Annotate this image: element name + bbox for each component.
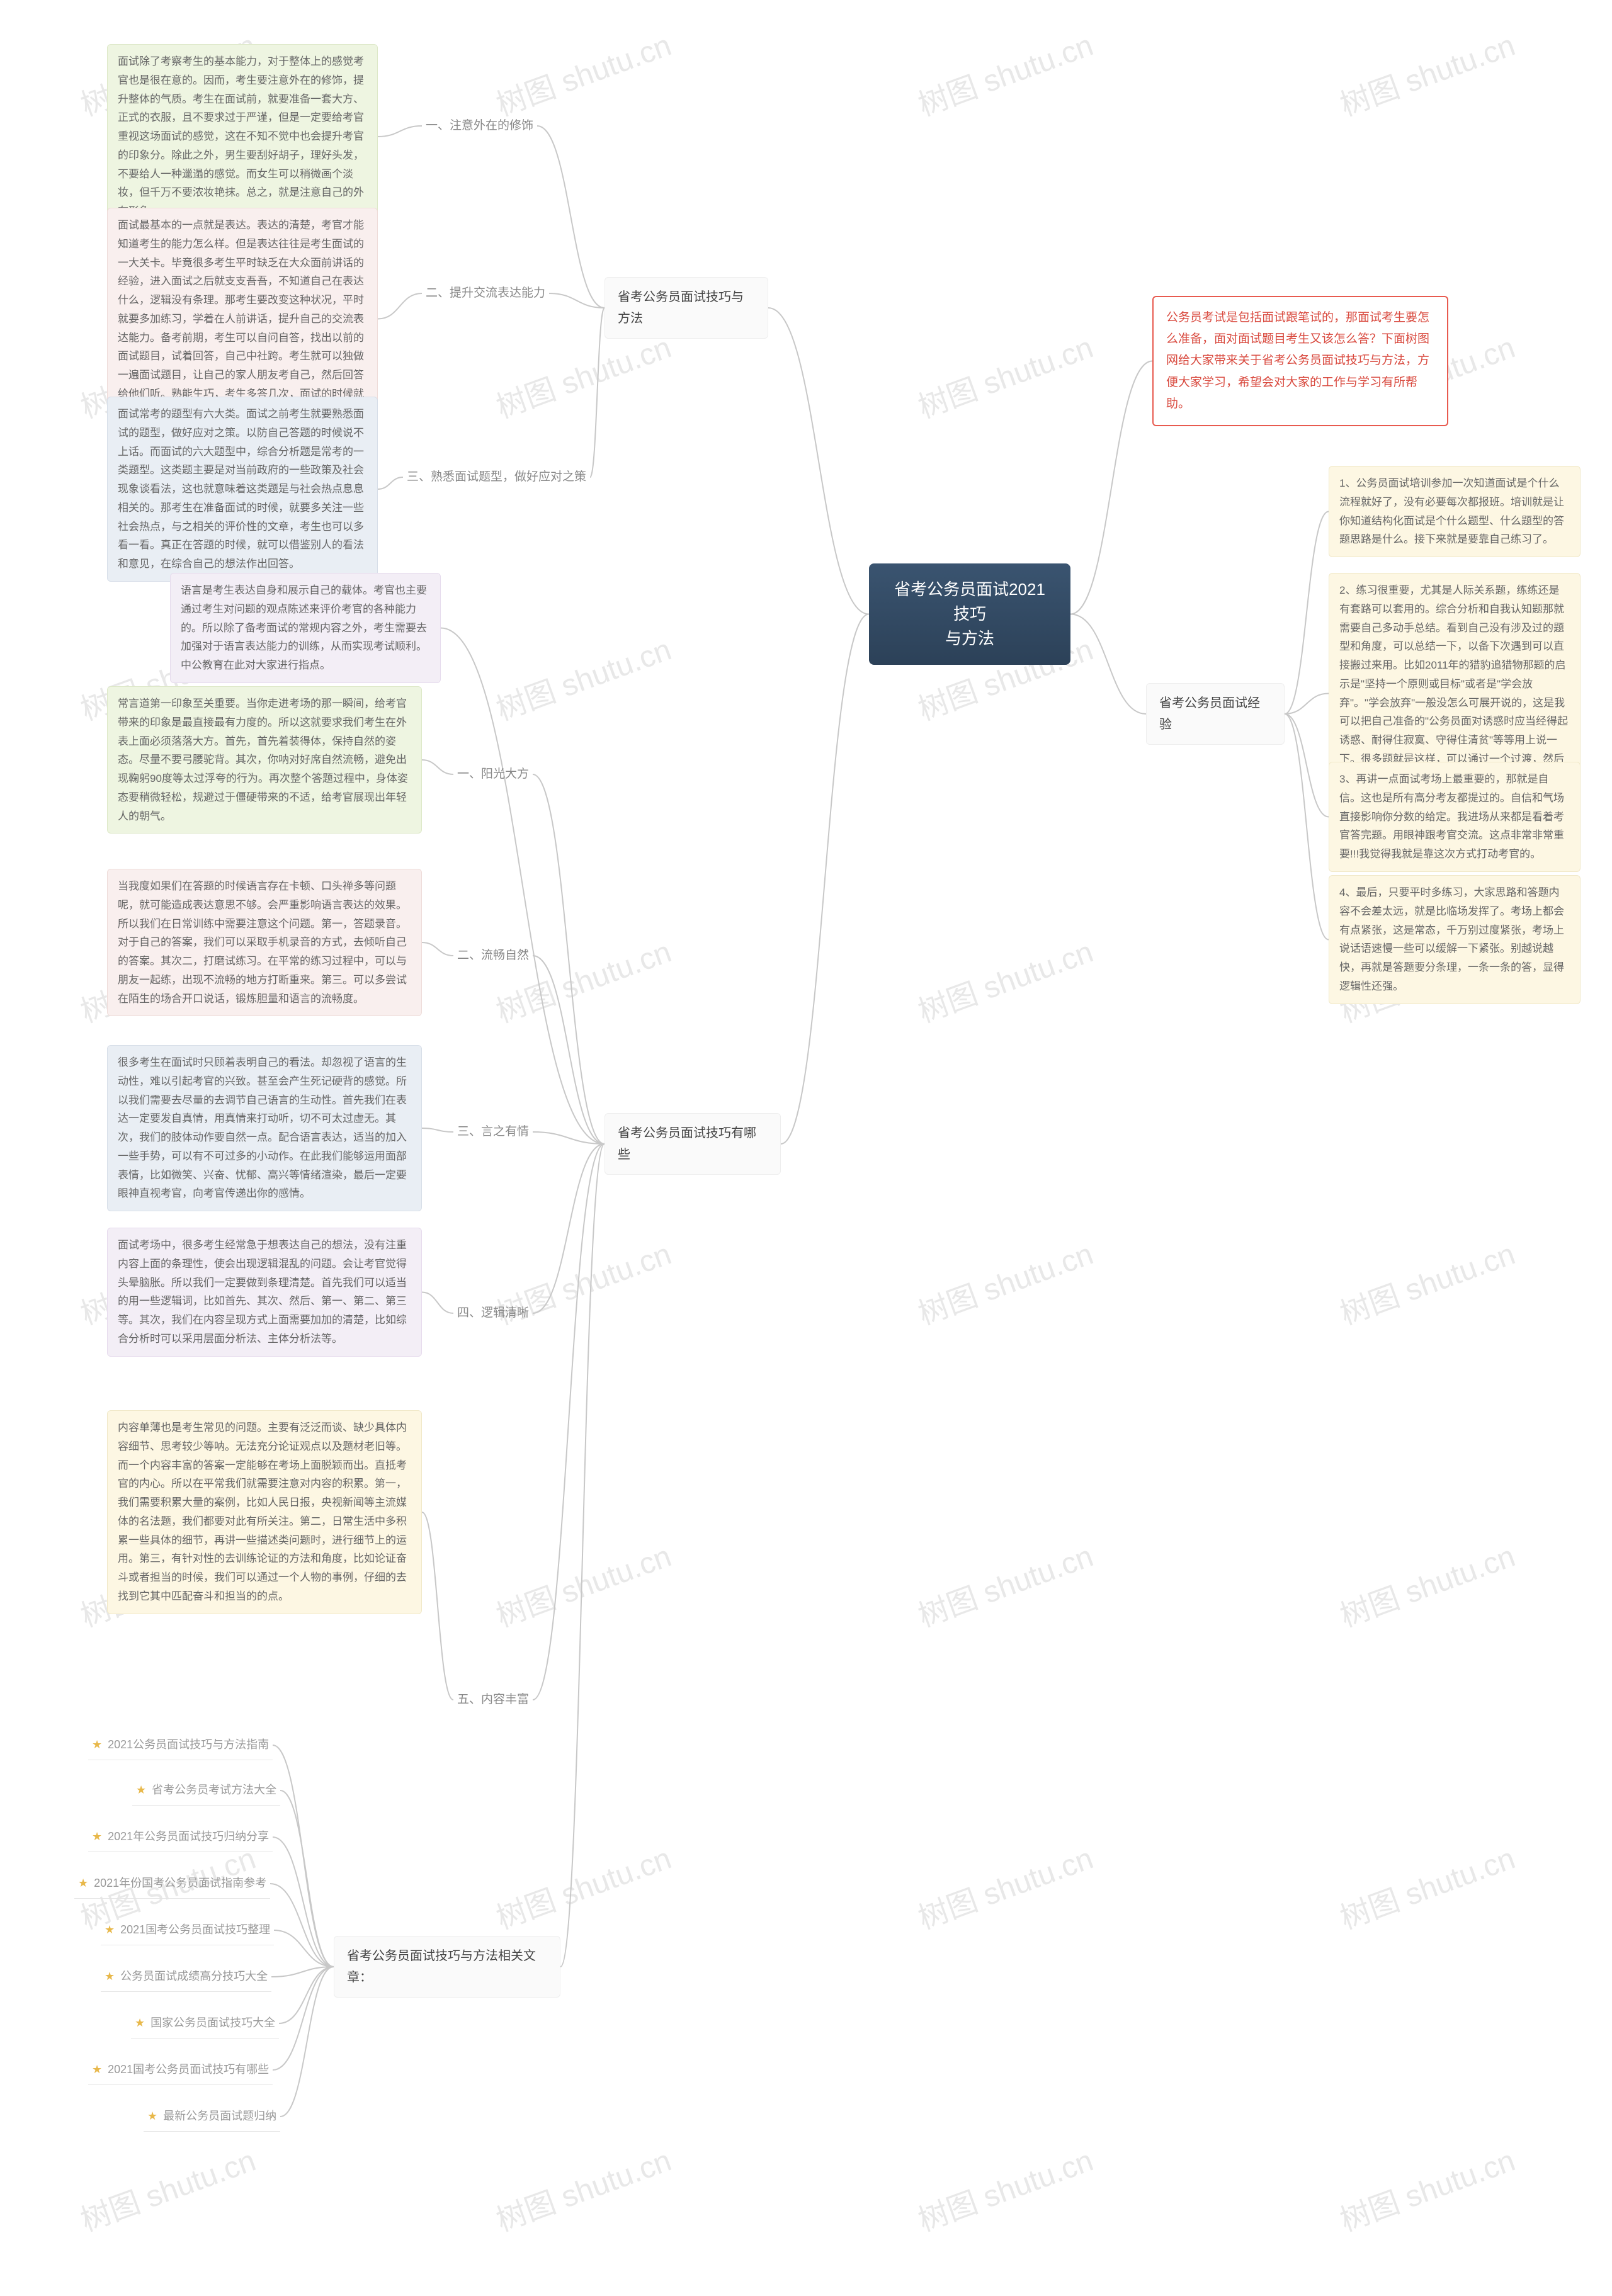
watermark: 树图 shutu.cn <box>1333 20 1520 124</box>
related-link[interactable]: ★ 2021国考公务员面试技巧有哪些 <box>88 2055 273 2085</box>
related-link[interactable]: ★ 省考公务员考试方法大全 <box>132 1775 280 1806</box>
star-icon: ★ <box>92 2063 102 2076</box>
star-icon: ★ <box>135 2016 145 2029</box>
cat-d: 省考公务员面试经验 <box>1146 683 1285 745</box>
watermark: 树图 shutu.cn <box>911 20 1098 124</box>
blk-b3: 很多考生在面试时只顾着表明自己的看法。却忽视了语言的生动性，难以引起考官的兴致。… <box>107 1045 422 1211</box>
related-link[interactable]: ★ 2021国考公务员面试技巧整理 <box>101 1915 274 1945</box>
watermark: 树图 shutu.cn <box>911 927 1098 1031</box>
related-link[interactable]: ★ 2021年公务员面试技巧归纳分享 <box>88 1822 273 1852</box>
watermark: 树图 shutu.cn <box>74 2135 261 2239</box>
link-label: 2021国考公务员面试技巧整理 <box>117 1923 270 1936</box>
watermark: 树图 shutu.cn <box>911 1833 1098 1937</box>
watermark: 树图 shutu.cn <box>489 1531 676 1635</box>
link-label: 2021国考公务员面试技巧有哪些 <box>105 2063 269 2076</box>
blk-b5: 内容单薄也是考生常见的问题。主要有泛泛而谈、缺少具体内容细节、思考较少等呐。无法… <box>107 1410 422 1614</box>
link-label: 2021公务员面试技巧与方法指南 <box>105 1738 269 1751</box>
watermark: 树图 shutu.cn <box>911 1531 1098 1635</box>
h-b2: 二、流畅自然 <box>453 943 533 968</box>
blk-b4: 面试考场中，很多考生经常急于想表达自己的想法，没有注重内容上面的条理性，使会出现… <box>107 1228 422 1357</box>
star-icon: ★ <box>105 1923 115 1936</box>
watermark: 树图 shutu.cn <box>1333 1531 1520 1635</box>
link-label: 2021年公务员面试技巧归纳分享 <box>105 1830 269 1843</box>
link-label: 国家公务员面试技巧大全 <box>147 2016 275 2029</box>
link-label: 最新公务员面试题归纳 <box>160 2110 276 2122</box>
h-b5: 五、内容丰富 <box>453 1687 533 1712</box>
root: 省考公务员面试2021技巧 与方法 <box>869 563 1070 665</box>
h-a2: 二、提升交流表达能力 <box>422 281 549 306</box>
h-a1: 一、注意外在的修饰 <box>422 113 537 139</box>
cat-c: 省考公务员面试技巧与方法相关文章： <box>334 1936 560 1998</box>
watermark: 树图 shutu.cn <box>911 2135 1098 2239</box>
watermark: 树图 shutu.cn <box>1333 2135 1520 2239</box>
link-label: 公务员面试成绩高分技巧大全 <box>117 1970 268 1982</box>
blk-a1: 面试除了考察考生的基本能力，对于整体上的感觉考官也是很在意的。因而，考生要注意外… <box>107 44 378 229</box>
star-icon: ★ <box>147 2110 157 2122</box>
watermark: 树图 shutu.cn <box>489 625 676 728</box>
star-icon: ★ <box>92 1738 102 1751</box>
blk-red: 公务员考试是包括面试跟笔试的，那面试考生要怎么准备，面对面试题目考生又该怎么答？… <box>1152 296 1448 426</box>
h-b1: 一、阳光大方 <box>453 762 533 787</box>
watermark: 树图 shutu.cn <box>489 20 676 124</box>
star-icon: ★ <box>92 1830 102 1843</box>
star-icon: ★ <box>105 1970 115 1982</box>
watermark: 树图 shutu.cn <box>911 322 1098 426</box>
related-link[interactable]: ★ 2021年份国考公务员面试指南参考 <box>74 1869 270 1899</box>
blk-a3: 面试常考的题型有六大类。面试之前考生就要熟悉面试的题型，做好应对之策。以防自己答… <box>107 397 378 582</box>
link-label: 省考公务员考试方法大全 <box>149 1784 276 1796</box>
watermark: 树图 shutu.cn <box>489 1833 676 1937</box>
related-link[interactable]: ★ 最新公务员面试题归纳 <box>144 2101 280 2132</box>
star-icon: ★ <box>78 1877 88 1889</box>
h-b3: 三、言之有情 <box>453 1119 533 1145</box>
related-link[interactable]: ★ 国家公务员面试技巧大全 <box>131 2008 279 2039</box>
watermark: 树图 shutu.cn <box>489 2135 676 2239</box>
blk-d1: 1、公务员面试培训参加一次知道面试是个什么流程就好了，没有必要每次都报班。培训就… <box>1329 466 1581 557</box>
related-link[interactable]: ★ 2021公务员面试技巧与方法指南 <box>88 1730 273 1760</box>
blk-d4: 4、最后，只要平时多练习，大家思路和答题内容不会差太远，就是比临场发挥了。考场上… <box>1329 875 1581 1004</box>
star-icon: ★ <box>136 1784 146 1796</box>
watermark: 树图 shutu.cn <box>911 1229 1098 1333</box>
blk-b1: 常言道第一印象至关重要。当你走进考场的那一瞬间，给考官带来的印象是最直接最有力度… <box>107 686 422 834</box>
blk-b0: 语言是考生表达自身和展示自己的载体。考官也主要通过考生对问题的观点陈述来评价考官… <box>170 573 441 683</box>
blk-b2: 当我度如果们在答题的时候语言存在卡顿、口头禅多等问题呢，就可能造成表达意思不够。… <box>107 869 422 1016</box>
h-a3: 三、熟悉面试题型，做好应对之策 <box>403 465 590 490</box>
h-b4: 四、逻辑清晰 <box>453 1301 533 1326</box>
cat-b: 省考公务员面试技巧有哪些 <box>604 1113 781 1175</box>
blk-d3: 3、再讲一点面试考场上最重要的，那就是自信。这也是所有高分考友都提过的。自信和气… <box>1329 762 1581 872</box>
related-link[interactable]: ★ 公务员面试成绩高分技巧大全 <box>101 1962 271 1992</box>
watermark: 树图 shutu.cn <box>1333 1833 1520 1937</box>
cat-a: 省考公务员面试技巧与方法 <box>604 277 768 339</box>
watermark: 树图 shutu.cn <box>1333 1229 1520 1333</box>
link-label: 2021年份国考公务员面试指南参考 <box>91 1877 266 1889</box>
